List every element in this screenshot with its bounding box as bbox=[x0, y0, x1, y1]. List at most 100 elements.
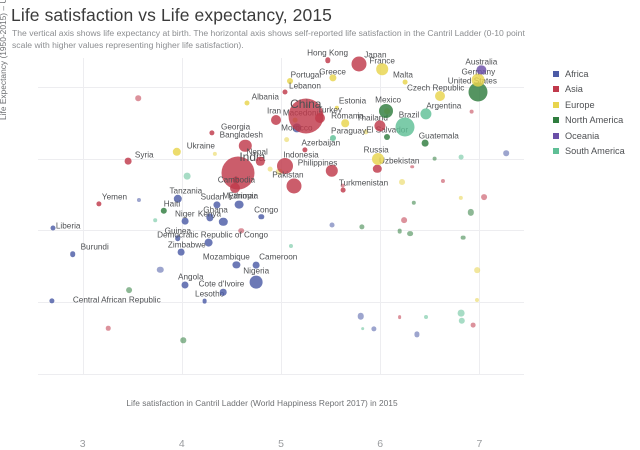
data-point[interactable] bbox=[249, 275, 263, 289]
data-point[interactable] bbox=[157, 266, 164, 274]
data-point[interactable] bbox=[480, 194, 487, 201]
data-point[interactable] bbox=[172, 147, 182, 157]
data-point[interactable] bbox=[212, 201, 221, 209]
data-point[interactable] bbox=[376, 63, 388, 76]
data-point[interactable] bbox=[324, 57, 331, 63]
data-point[interactable] bbox=[180, 337, 186, 343]
data-point[interactable] bbox=[328, 74, 337, 82]
data-point[interactable] bbox=[205, 213, 214, 222]
data-point[interactable] bbox=[432, 156, 438, 161]
data-point[interactable] bbox=[379, 104, 394, 119]
data-point[interactable] bbox=[373, 164, 382, 173]
data-point[interactable] bbox=[434, 91, 445, 102]
data-point[interactable] bbox=[467, 209, 474, 216]
data-point[interactable] bbox=[457, 309, 465, 317]
legend-item-south-america[interactable]: South America bbox=[553, 144, 625, 160]
legend-item-north-america[interactable]: North America bbox=[553, 113, 625, 129]
data-point[interactable] bbox=[423, 315, 428, 320]
data-point[interactable] bbox=[476, 65, 486, 75]
data-point[interactable] bbox=[232, 261, 240, 269]
data-point[interactable] bbox=[421, 139, 429, 147]
data-point[interactable] bbox=[238, 228, 244, 234]
data-point[interactable] bbox=[282, 89, 288, 95]
data-point[interactable] bbox=[474, 297, 479, 302]
data-point[interactable] bbox=[212, 151, 217, 156]
data-point[interactable] bbox=[153, 218, 158, 223]
data-point[interactable] bbox=[276, 158, 293, 175]
data-point[interactable] bbox=[458, 154, 464, 160]
data-point[interactable] bbox=[458, 317, 466, 324]
data-point[interactable] bbox=[286, 178, 302, 194]
legend-item-oceania[interactable]: Oceania bbox=[553, 128, 625, 144]
data-point[interactable] bbox=[470, 322, 476, 328]
legend-item-asia[interactable]: Asia bbox=[553, 82, 625, 98]
data-point[interactable] bbox=[329, 222, 335, 228]
data-point[interactable] bbox=[208, 130, 215, 136]
data-point[interactable] bbox=[95, 201, 102, 207]
data-point[interactable] bbox=[469, 109, 474, 115]
data-point[interactable] bbox=[173, 194, 183, 203]
data-point[interactable] bbox=[397, 228, 403, 234]
data-point[interactable] bbox=[314, 113, 325, 124]
data-point[interactable] bbox=[458, 195, 464, 200]
data-point[interactable] bbox=[460, 235, 466, 241]
data-point[interactable] bbox=[411, 200, 417, 206]
data-point[interactable] bbox=[181, 281, 189, 289]
data-point[interactable] bbox=[137, 197, 142, 202]
data-point[interactable] bbox=[471, 73, 485, 87]
data-point[interactable] bbox=[49, 298, 55, 304]
data-point[interactable] bbox=[184, 172, 191, 180]
data-point[interactable] bbox=[474, 267, 481, 273]
data-point[interactable] bbox=[219, 217, 228, 226]
data-point[interactable] bbox=[160, 207, 168, 215]
data-point[interactable] bbox=[401, 217, 408, 224]
data-point[interactable] bbox=[395, 117, 415, 137]
data-point[interactable] bbox=[440, 179, 445, 184]
data-point[interactable] bbox=[105, 325, 111, 331]
data-point[interactable] bbox=[177, 248, 185, 256]
data-point[interactable] bbox=[341, 187, 346, 193]
data-point[interactable] bbox=[234, 200, 244, 209]
data-point[interactable] bbox=[420, 108, 432, 120]
data-point[interactable] bbox=[124, 158, 132, 165]
data-point[interactable] bbox=[202, 298, 208, 304]
data-point[interactable] bbox=[402, 80, 408, 85]
data-point[interactable] bbox=[181, 217, 189, 225]
data-point[interactable] bbox=[384, 134, 391, 140]
data-point[interactable] bbox=[239, 139, 252, 152]
data-point[interactable] bbox=[267, 166, 273, 172]
data-point[interactable] bbox=[410, 165, 415, 169]
data-point[interactable] bbox=[413, 331, 420, 338]
data-point[interactable] bbox=[302, 147, 308, 153]
data-point[interactable] bbox=[244, 100, 250, 106]
data-point[interactable] bbox=[283, 136, 290, 143]
data-point[interactable] bbox=[329, 134, 336, 141]
legend-item-europe[interactable]: Europe bbox=[553, 97, 625, 113]
data-point[interactable] bbox=[371, 326, 377, 332]
data-point[interactable] bbox=[286, 77, 293, 84]
data-point[interactable] bbox=[372, 152, 385, 165]
data-point[interactable] bbox=[351, 56, 367, 72]
data-point[interactable] bbox=[230, 182, 241, 193]
data-point[interactable] bbox=[69, 251, 76, 257]
data-point[interactable] bbox=[399, 178, 405, 185]
data-point[interactable] bbox=[126, 287, 132, 294]
data-point[interactable] bbox=[468, 82, 488, 102]
data-point[interactable] bbox=[407, 230, 413, 237]
data-point[interactable] bbox=[220, 288, 227, 296]
data-point[interactable] bbox=[50, 225, 56, 231]
data-point[interactable] bbox=[271, 114, 282, 125]
data-point[interactable] bbox=[135, 95, 142, 102]
data-point[interactable] bbox=[357, 312, 365, 320]
data-point[interactable] bbox=[258, 214, 264, 220]
data-point[interactable] bbox=[325, 164, 338, 177]
legend-item-africa[interactable]: Africa bbox=[553, 66, 625, 82]
data-point[interactable] bbox=[334, 105, 339, 110]
data-point[interactable] bbox=[175, 235, 181, 242]
data-point[interactable] bbox=[252, 261, 260, 269]
data-point[interactable] bbox=[374, 119, 386, 132]
data-point[interactable] bbox=[340, 183, 346, 188]
data-point[interactable] bbox=[397, 315, 402, 320]
data-point[interactable] bbox=[363, 129, 369, 135]
data-point[interactable] bbox=[341, 119, 350, 128]
